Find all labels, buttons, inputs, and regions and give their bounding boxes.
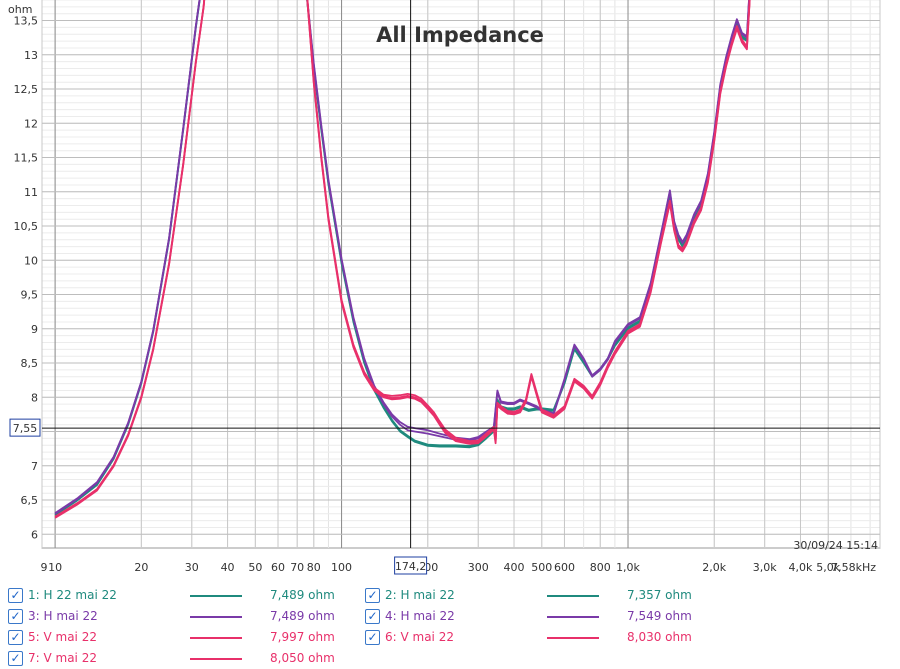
legend-value: 7,549 ohm xyxy=(627,609,692,623)
timestamp: 30/09/24 15:14 xyxy=(793,539,878,552)
y-tick-label: 12 xyxy=(24,117,38,130)
x-tick-label: 2,0k xyxy=(702,561,726,574)
x-tick-label: 60 xyxy=(271,561,285,574)
checkbox[interactable]: ✓ xyxy=(8,630,23,645)
x-tick-label: 80 xyxy=(307,561,321,574)
legend-swatch xyxy=(547,637,599,639)
x-tick-label: 9 xyxy=(41,561,48,574)
y-tick-label: 8 xyxy=(31,391,38,404)
y-tick-label: 9 xyxy=(31,323,38,336)
legend-label: 6: V mai 22 xyxy=(385,630,454,644)
x-tick-label: 800 xyxy=(590,561,611,574)
legend-swatch xyxy=(547,616,599,618)
x-tick-label: 30 xyxy=(185,561,199,574)
checkbox[interactable]: ✓ xyxy=(8,588,23,603)
y-tick-label: 7 xyxy=(31,460,38,473)
y-tick-label: 8,5 xyxy=(21,357,39,370)
legend-swatch xyxy=(190,616,242,618)
legend-swatch xyxy=(190,637,242,639)
y-tick-label: 10,5 xyxy=(14,220,39,233)
checkbox[interactable]: ✓ xyxy=(365,588,380,603)
y-tick-label: 10 xyxy=(24,254,38,267)
legend-swatch xyxy=(190,658,242,660)
legend-swatch xyxy=(547,595,599,597)
cursor-x-label: 174,2 xyxy=(395,560,427,573)
x-tick-label: 500 xyxy=(531,561,552,574)
y-tick-label: 11 xyxy=(24,186,38,199)
checkbox[interactable]: ✓ xyxy=(365,630,380,645)
cursor-y-label: 7,55 xyxy=(13,422,38,435)
x-tick-label: 100 xyxy=(331,561,352,574)
series-line-4 xyxy=(54,0,750,514)
chart-title: All Impedance xyxy=(376,23,544,47)
x-tick-label: 10 xyxy=(48,561,62,574)
legend-swatch xyxy=(190,595,242,597)
legend-label: 3: H mai 22 xyxy=(28,609,98,623)
x-tick-label: 7,58kHz xyxy=(831,561,876,574)
x-tick-label: 400 xyxy=(504,561,525,574)
checkbox[interactable]: ✓ xyxy=(8,609,23,624)
legend: ✓ 1: H 22 mai 22 7,489 ohm ✓ 2: H mai 22… xyxy=(0,582,900,669)
x-tick-label: 20 xyxy=(134,561,148,574)
grid xyxy=(41,0,881,548)
x-tick-label: 300 xyxy=(468,561,489,574)
x-tick-label: 600 xyxy=(554,561,575,574)
x-tick-label: 40 xyxy=(221,561,235,574)
cursor-y-box xyxy=(9,418,41,437)
legend-value: 7,489 ohm xyxy=(270,609,335,623)
checkbox[interactable]: ✓ xyxy=(365,609,380,624)
x-tick-label: 3,0k xyxy=(753,561,777,574)
legend-value: 8,050 ohm xyxy=(270,651,335,665)
legend-value: 7,997 ohm xyxy=(270,630,335,644)
legend-label: 7: V mai 22 xyxy=(28,651,97,665)
cursor-x-box xyxy=(394,556,428,575)
y-tick-label: 11,5 xyxy=(14,152,39,165)
x-axis: 9 10 20 30 40 50 60 70 80 100 200 300 400 500 600 800 1,… xyxy=(41,561,877,574)
x-tick-label: 50 xyxy=(248,561,262,574)
x-tick-label: 5,0k xyxy=(816,561,840,574)
x-tick-label: 70 xyxy=(290,561,304,574)
y-tick-label: 13,5 xyxy=(14,15,39,28)
y-tick-label: 6 xyxy=(31,528,38,541)
cursor[interactable]: 174,2 7,55 xyxy=(9,0,880,575)
legend-label: 1: H 22 mai 22 xyxy=(28,588,117,602)
checkbox[interactable]: ✓ xyxy=(8,651,23,666)
impedance-chart: 66,577,588,599,51010,51111,51212,51313,5… xyxy=(8,0,881,575)
x-tick-label: 4,0k xyxy=(789,561,813,574)
y-tick-label: 9,5 xyxy=(21,289,39,302)
legend-value: 8,030 ohm xyxy=(627,630,692,644)
legend-value: 7,489 ohm xyxy=(270,588,335,602)
y-axis-unit: ohm xyxy=(8,3,32,16)
y-tick-label: 6,5 xyxy=(21,494,39,507)
legend-label: 2: H mai 22 xyxy=(385,588,455,602)
legend-label: 5: V mai 22 xyxy=(28,630,97,644)
legend-value: 7,357 ohm xyxy=(627,588,692,602)
y-tick-label: 13 xyxy=(24,49,38,62)
series-line-7 xyxy=(54,0,751,519)
y-tick-label: 12,5 xyxy=(14,83,39,96)
x-tick-label: 1,0k xyxy=(616,561,640,574)
legend-label: 4: H mai 22 xyxy=(385,609,455,623)
series-group xyxy=(54,0,751,519)
